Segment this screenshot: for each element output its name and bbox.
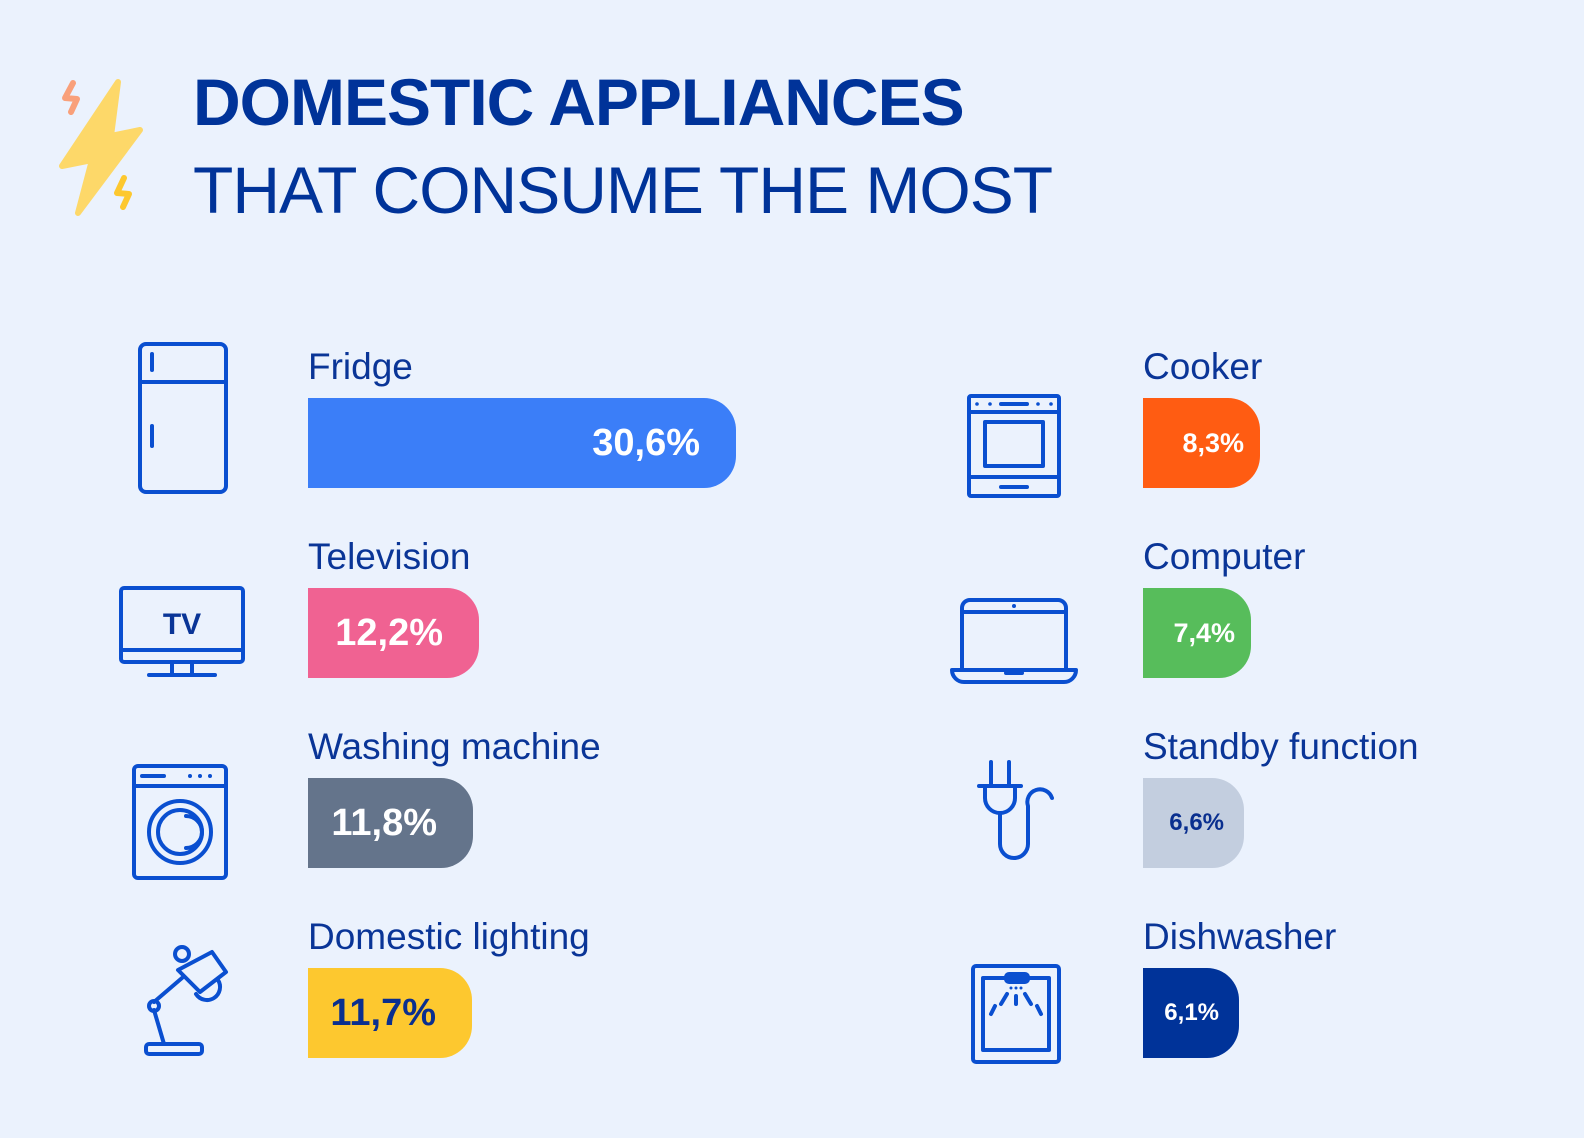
- laptop-icon: [950, 592, 1080, 692]
- tv-icon: TV: [117, 582, 247, 687]
- bar-value-label: 11,8%: [331, 801, 437, 844]
- bar: 6,1%: [1143, 968, 1239, 1058]
- bar: 11,7%: [308, 968, 472, 1058]
- washing-machine-icon: [130, 762, 230, 887]
- bar-category-label: Washing machine: [308, 726, 601, 767]
- bar-category-label: Dishwasher: [1143, 916, 1337, 957]
- bar-category-label: Domestic lighting: [308, 916, 590, 957]
- bar-category-label: Standby function: [1143, 726, 1419, 767]
- bar: 11,8%: [308, 778, 473, 868]
- bar-value-label: 12,2%: [335, 611, 443, 654]
- desk-lamp-icon: [130, 940, 230, 1065]
- plug-icon: [963, 756, 1063, 871]
- bar-value-label: 6,6%: [1169, 809, 1224, 836]
- lightning-icon: [59, 79, 143, 216]
- bar-value-label: 8,3%: [1182, 427, 1244, 458]
- svg-text:TV: TV: [163, 608, 201, 641]
- bar: 7,4%: [1143, 588, 1251, 678]
- bar-value-label: 6,1%: [1164, 999, 1219, 1026]
- bar-value-label: 7,4%: [1173, 617, 1235, 648]
- bar-category-label: Computer: [1143, 536, 1306, 577]
- bar-value-label: 30,6%: [592, 421, 700, 464]
- bar-value-label: 11,7%: [330, 991, 436, 1034]
- bar: 30,6%: [308, 398, 736, 488]
- oven-icon: [963, 392, 1063, 507]
- dishwasher-icon: [963, 962, 1063, 1077]
- title-line-1: DOMESTIC APPLIANCES: [193, 65, 965, 139]
- bar: 6,6%: [1143, 778, 1244, 868]
- bar: 8,3%: [1143, 398, 1260, 488]
- bar-category-label: Television: [308, 536, 471, 577]
- bar-category-label: Fridge: [308, 346, 413, 387]
- bar-category-label: Cooker: [1143, 346, 1263, 387]
- bar: 12,2%: [308, 588, 479, 678]
- title-line-2: THAT CONSUME THE MOST: [193, 153, 1053, 227]
- fridge-icon: [128, 338, 228, 503]
